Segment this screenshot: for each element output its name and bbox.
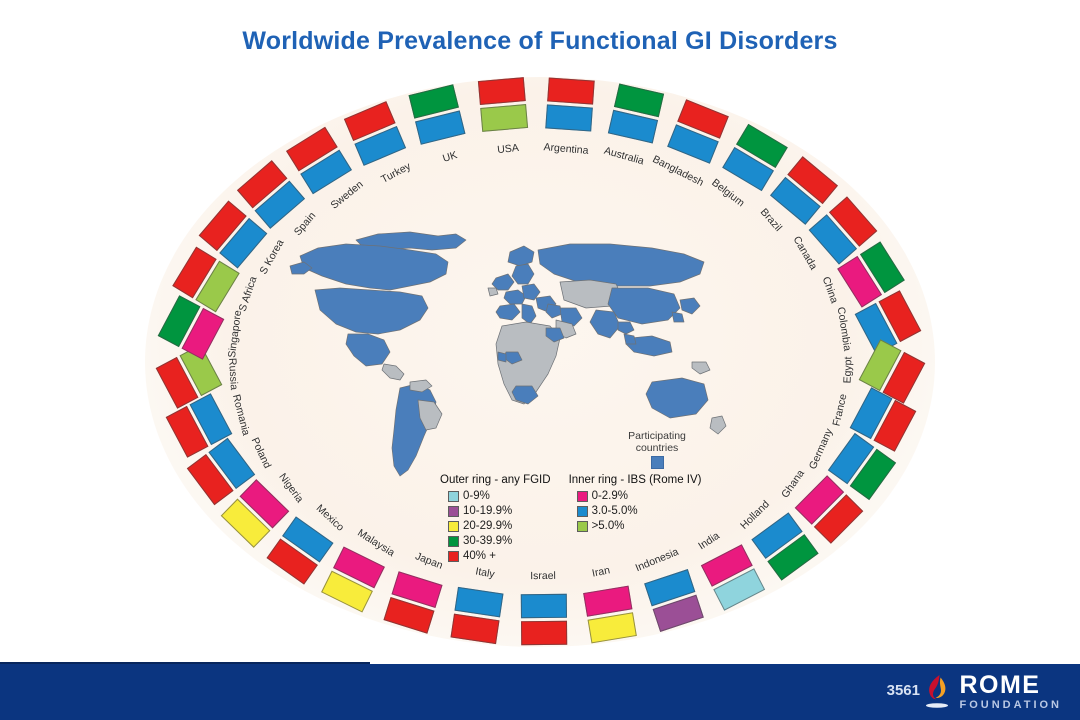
rome-foundation-logo: ROME FOUNDATION <box>922 672 1062 712</box>
map-region-india <box>589 309 621 339</box>
map-region-bangladesh-myanmar <box>617 321 635 335</box>
inner-ring-chip <box>545 104 593 132</box>
legend-label: 30-39.9% <box>463 535 513 547</box>
legend-item: >5.0% <box>576 519 702 533</box>
participating-swatch <box>650 456 664 469</box>
map-region-brazil-interior <box>417 399 443 431</box>
legend-item: 30-39.9% <box>448 534 551 548</box>
flag-chip-stack <box>478 77 529 133</box>
map-region-egypt <box>545 327 565 343</box>
legend-swatch <box>448 505 459 517</box>
figure-panel: Participating countries USA Argentina Aust… <box>128 62 952 662</box>
logo-secondary-text: FOUNDATION <box>959 699 1062 711</box>
legend-inner-heading: Inner ring - IBS (Rome IV) <box>568 474 702 486</box>
participating-label-line1: Participating <box>628 430 686 442</box>
map-region-turkey <box>545 303 563 319</box>
world-map <box>260 204 820 504</box>
map-region-venezuela-guyana <box>409 379 433 393</box>
map-region-ireland <box>487 287 499 297</box>
outer-ring-chip <box>547 77 595 105</box>
map-region-germany-poland <box>521 283 541 301</box>
legend-label: 20-29.9% <box>463 520 513 532</box>
map-region-canada <box>299 243 449 291</box>
legend-item: 40% + <box>448 549 551 563</box>
country-label: USA <box>496 142 520 157</box>
legend-outer-ring: Outer ring - any FGID 0-9% 10-19.9% 20-29.… <box>440 474 551 564</box>
legend-item: 10-19.9% <box>448 504 551 518</box>
legend-label: 40% + <box>463 550 496 562</box>
map-region-australia <box>645 377 709 419</box>
legend: Outer ring - any FGID 0-9% 10-19.9% 20-29.… <box>440 474 760 564</box>
participating-countries-key: Participating countries <box>602 430 712 469</box>
map-region-mexico <box>345 333 391 367</box>
flag-chip-stack <box>520 593 567 646</box>
legend-swatch <box>448 535 459 547</box>
map-region-south-africa <box>511 385 539 405</box>
logo-wordmark: ROME FOUNDATION <box>959 673 1062 711</box>
map-region-png <box>691 361 711 375</box>
legend-swatch <box>448 490 459 502</box>
legend-label: 0-9% <box>463 490 490 502</box>
country-label: Israel <box>530 569 557 583</box>
map-region-malaysia-singapore <box>623 333 637 345</box>
outer-ring-chip <box>520 620 567 646</box>
footer-top-edge <box>0 662 370 664</box>
legend-inner-ring: Inner ring - IBS (Rome IV) 0-2.9% 3.0-5.0… <box>569 474 702 564</box>
page-title: Worldwide Prevalence of Functional GI Di… <box>242 27 838 55</box>
legend-item: 20-29.9% <box>448 519 551 533</box>
legend-swatch <box>448 520 459 532</box>
flag-chip-stack <box>545 77 595 132</box>
legend-outer-heading: Outer ring - any FGID <box>440 474 551 486</box>
map-region-iran <box>559 307 583 327</box>
map-region-united-states <box>314 287 429 335</box>
map-region-korea-south <box>671 311 685 323</box>
legend-swatch <box>576 490 588 502</box>
legend-label: 3.0-5.0% <box>591 505 638 517</box>
inner-ring-chip <box>520 593 567 619</box>
map-region-russia <box>537 243 705 287</box>
map-region-scandinavia-north <box>507 245 535 267</box>
legend-swatch <box>448 550 459 562</box>
inner-ring-chip <box>480 104 529 133</box>
map-region-uk <box>491 273 515 291</box>
map-region-spain <box>495 303 521 321</box>
legend-label: >5.0% <box>591 520 625 532</box>
map-region-japan-korea <box>679 297 701 315</box>
logo-primary-text: ROME <box>959 671 1041 699</box>
outer-ring-chip <box>478 77 526 106</box>
flag-chip-stack <box>583 585 638 644</box>
legend-swatch <box>576 520 588 532</box>
map-region-italy <box>521 303 537 325</box>
page-number: 3561 <box>886 682 920 699</box>
map-region-alaska <box>289 261 313 275</box>
country-label: Russia <box>225 358 240 391</box>
map-region-china <box>607 287 681 325</box>
legend-item: 3.0-5.0% <box>576 504 702 518</box>
legend-item: 0-9% <box>448 489 551 503</box>
legend-item: 0-2.9% <box>576 489 702 503</box>
flag-chip-stack <box>450 586 504 644</box>
map-region-central-america <box>381 363 405 381</box>
legend-swatch <box>576 505 588 517</box>
legend-label: 10-19.9% <box>463 505 513 517</box>
flame-icon <box>922 674 952 710</box>
country-label: Egypt <box>841 356 855 384</box>
footer-bar: 3561 ROME FOUNDATION <box>0 662 1080 720</box>
map-region-new-zealand <box>709 415 727 435</box>
participating-label-line2: countries <box>635 442 679 454</box>
map-region-sweden <box>511 263 535 285</box>
map-region-ghana <box>497 351 507 363</box>
map-region-south-america-main <box>391 383 437 477</box>
map-region-indonesia <box>625 335 673 357</box>
legend-label: 0-2.9% <box>591 490 628 502</box>
